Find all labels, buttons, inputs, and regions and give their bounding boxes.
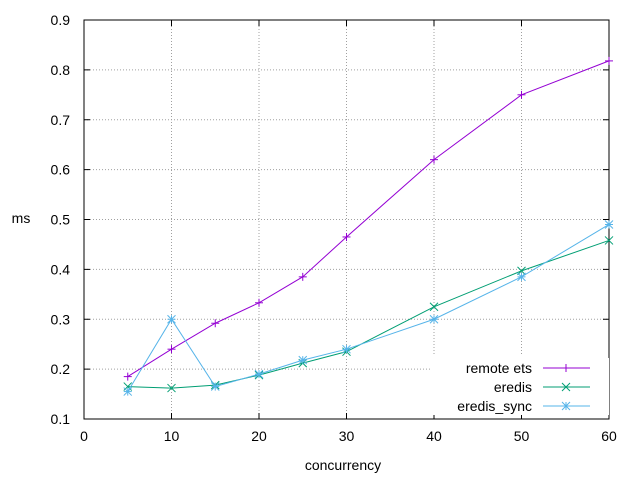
data-point bbox=[123, 372, 132, 381]
data-point bbox=[210, 382, 220, 391]
data-point bbox=[605, 56, 613, 65]
data-point bbox=[604, 220, 614, 229]
data-point bbox=[167, 345, 176, 354]
x-tick-label: 30 bbox=[339, 428, 355, 444]
y-tick-label: 0.2 bbox=[51, 361, 71, 377]
marker-stroke bbox=[167, 314, 176, 324]
series-layer bbox=[123, 56, 614, 396]
data-point bbox=[123, 387, 133, 396]
marker-stroke bbox=[298, 355, 308, 365]
marker-stroke bbox=[210, 382, 220, 391]
y-tick-label: 0.5 bbox=[51, 212, 71, 228]
data-point bbox=[255, 298, 263, 307]
legend-label: eredis_sync bbox=[457, 398, 532, 414]
y-tick-label: 0.6 bbox=[51, 162, 71, 178]
y-tick-label: 0.7 bbox=[51, 112, 71, 128]
data-point bbox=[211, 319, 220, 328]
marker-stroke bbox=[123, 387, 133, 396]
data-point bbox=[298, 272, 307, 281]
plot-border bbox=[83, 19, 610, 420]
marker-stroke bbox=[254, 369, 264, 379]
y-tick-label: 0.3 bbox=[51, 311, 71, 327]
legend-bg bbox=[432, 377, 609, 396]
axes: 0 10 20 30 40 50 60 0.1 0.2 0.3 0.4 0.5 0.6 0.7 0.8 0.9 bbox=[51, 12, 617, 444]
legend-marker bbox=[562, 364, 570, 372]
marker-stroke bbox=[561, 401, 571, 411]
legend-label: eredis bbox=[494, 379, 532, 395]
x-tick-label: 20 bbox=[251, 428, 267, 444]
legend-label: remote ets bbox=[466, 360, 532, 376]
data-point bbox=[298, 355, 308, 365]
data-point bbox=[342, 344, 351, 354]
marker-stroke bbox=[561, 382, 571, 392]
marker-stroke bbox=[517, 272, 526, 282]
y-tick-label: 0.8 bbox=[51, 62, 71, 78]
legend-bg bbox=[432, 396, 609, 415]
marker-stroke bbox=[604, 236, 614, 245]
data-point bbox=[429, 302, 439, 312]
data-point bbox=[604, 236, 614, 245]
marker-stroke bbox=[342, 344, 351, 354]
data-point bbox=[167, 314, 176, 324]
marker-stroke bbox=[167, 383, 176, 393]
x-tick-label: 10 bbox=[164, 428, 180, 444]
data-point bbox=[254, 369, 264, 379]
y-tick-label: 0.4 bbox=[51, 261, 71, 277]
legend-bg bbox=[432, 358, 609, 377]
data-point bbox=[342, 232, 351, 241]
x-tick-label: 0 bbox=[80, 428, 88, 444]
y-tick-label: 0.1 bbox=[51, 411, 71, 427]
legend: remote ets eredis eredis_sync bbox=[432, 358, 609, 415]
x-tick-label: 60 bbox=[601, 428, 617, 444]
marker-stroke bbox=[429, 302, 439, 312]
data-point bbox=[429, 314, 439, 324]
marker-stroke bbox=[604, 220, 614, 229]
x-tick-label: 50 bbox=[514, 428, 530, 444]
legend-marker bbox=[561, 401, 571, 411]
data-point bbox=[430, 155, 438, 164]
y-tick-label: 0.9 bbox=[51, 12, 71, 28]
data-point bbox=[167, 383, 176, 393]
x-tick-label: 40 bbox=[426, 428, 442, 444]
y-axis-title: ms bbox=[12, 210, 31, 226]
data-point bbox=[517, 272, 526, 282]
data-point bbox=[517, 90, 526, 99]
legend-marker bbox=[561, 382, 571, 392]
x-axis-title: concurrency bbox=[305, 457, 381, 473]
marker-stroke bbox=[429, 314, 439, 324]
